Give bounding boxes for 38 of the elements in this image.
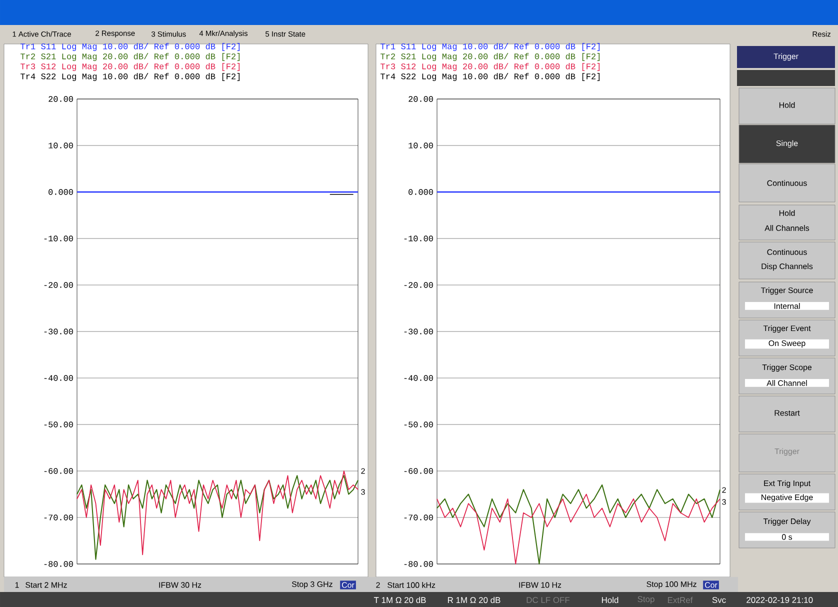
y-tick-label: -70.00 <box>44 514 73 520</box>
y-tick-label: 0.000 <box>408 189 433 195</box>
text: ExtRef <box>668 596 693 604</box>
y-tick-label: 10.00 <box>408 142 433 148</box>
text: Tr3 S12 Log Mag 20.00 dB/ Ref 0.000 dB [F2] <box>380 63 600 71</box>
legend-label: Tr4 S22 Log Mag 10.00 dB/ Ref 0.000 dB [F2] <box>380 73 600 81</box>
text: Tr1 S11 Log Mag 10.00 dB/ Ref 0.000 dB [F2] <box>20 43 240 51</box>
text: DC LF OFF <box>526 596 570 603</box>
y-tick-label: 10.00 <box>48 142 73 148</box>
text: Stop <box>638 596 654 604</box>
text: Tr2 S21 Log Mag 20.00 dB/ Ref 0.000 dB [F2] <box>20 53 240 61</box>
y-tick-label: -20.00 <box>404 282 433 288</box>
y-tick-label: -70.00 <box>404 514 433 520</box>
text: R 1M Ω 20 dB <box>448 596 500 604</box>
text: Tr3 S12 Log Mag 20.00 dB/ Ref 0.000 dB [F2] <box>20 63 240 71</box>
y-tick-label: -50.00 <box>44 422 73 428</box>
y-tick-label: -80.00 <box>44 561 73 567</box>
text: T 1M Ω 20 dB <box>374 596 426 604</box>
text: Svc <box>712 596 726 603</box>
y-tick-label: -40.00 <box>44 375 73 381</box>
y-tick-label: -10.00 <box>404 236 433 242</box>
y-tick-label: -20.00 <box>44 282 73 288</box>
text: 2022-02-19 21:10 <box>746 596 813 603</box>
y-tick-label: -60.00 <box>44 468 73 474</box>
text: Tr4 S22 Log Mag 10.00 dB/ Ref 0.000 dB [F2] <box>20 73 240 81</box>
text: Hold <box>602 596 618 604</box>
y-tick-label: -30.00 <box>44 328 73 334</box>
text: Tr2 S21 Log Mag 20.00 dB/ Ref 0.000 dB [F2] <box>380 53 600 61</box>
y-tick-label: -60.00 <box>404 468 433 474</box>
y-tick-label: -50.00 <box>404 422 433 428</box>
y-tick-label: -10.00 <box>44 236 73 242</box>
text: Tr1 S11 Log Mag 10.00 dB/ Ref 0.000 dB [F2] <box>380 43 600 51</box>
y-tick-label: -80.00 <box>404 561 433 567</box>
y-tick-label: -40.00 <box>404 375 433 381</box>
y-tick-label: -30.00 <box>404 328 433 334</box>
y-tick-label: 20.00 <box>408 96 433 102</box>
y-tick-label: 0.000 <box>48 189 73 195</box>
y-tick-label: 20.00 <box>48 96 73 102</box>
